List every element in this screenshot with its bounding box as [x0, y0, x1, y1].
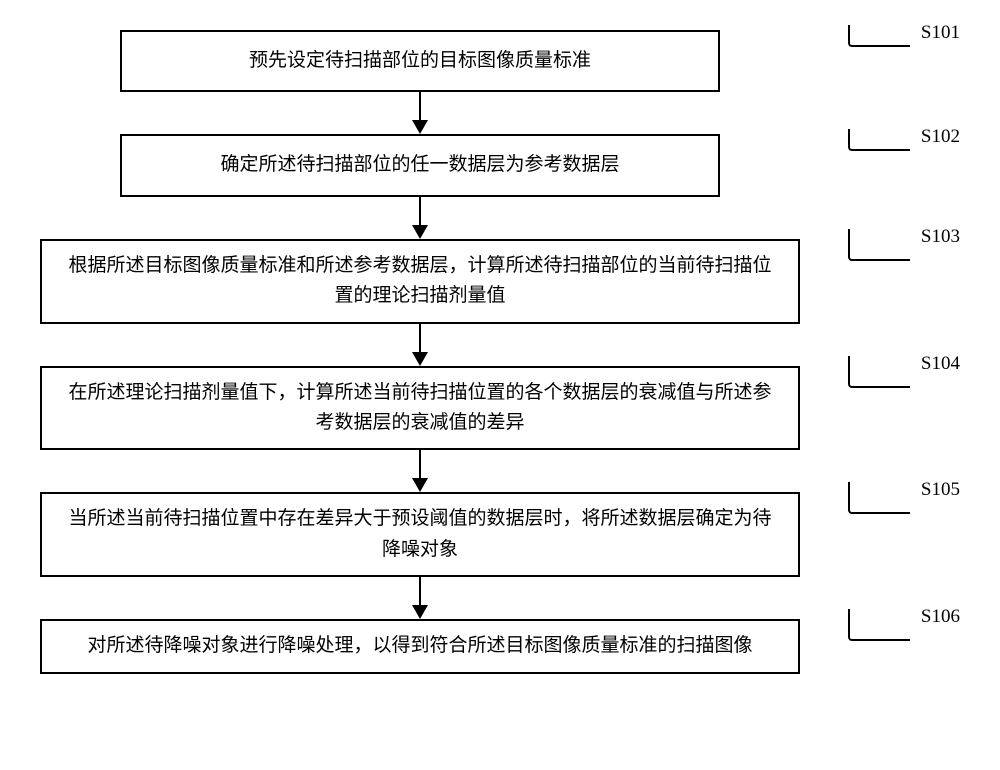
arrow-line-icon — [419, 197, 421, 227]
arrow-line-icon — [419, 92, 421, 122]
arrow-head-icon — [412, 225, 428, 239]
arrow-line-icon — [419, 577, 421, 607]
step-label: S101 — [921, 22, 960, 44]
arrow-head-icon — [412, 605, 428, 619]
step-label: S104 — [921, 353, 960, 375]
flowchart-step-box: 根据所述目标图像质量标准和所述参考数据层，计算所述待扫描部位的当前待扫描位置的理… — [40, 239, 800, 324]
arrow-head-icon — [412, 120, 428, 134]
step-label-connector — [848, 129, 910, 151]
flowchart-step-row: 当所述当前待扫描位置中存在差异大于预设阈值的数据层时，将所述数据层确定为待降噪对… — [40, 492, 960, 577]
flowchart-step-box: 确定所述待扫描部位的任一数据层为参考数据层 — [120, 134, 720, 196]
flowchart-step-box: 预先设定待扫描部位的目标图像质量标准 — [120, 30, 720, 92]
step-label-connector — [848, 482, 910, 514]
flowchart-arrow — [40, 324, 800, 366]
step-label: S105 — [921, 479, 960, 501]
flowchart-step-row: 根据所述目标图像质量标准和所述参考数据层，计算所述待扫描部位的当前待扫描位置的理… — [40, 239, 960, 324]
flowchart-container: 预先设定待扫描部位的目标图像质量标准S101 确定所述待扫描部位的任一数据层为参考… — [40, 30, 960, 674]
flowchart-step-row: 预先设定待扫描部位的目标图像质量标准S101 — [40, 30, 960, 92]
arrow-head-icon — [412, 352, 428, 366]
arrow-head-icon — [412, 478, 428, 492]
flowchart-step-row: 确定所述待扫描部位的任一数据层为参考数据层S102 — [40, 134, 960, 196]
flowchart-step-box: 当所述当前待扫描位置中存在差异大于预设阈值的数据层时，将所述数据层确定为待降噪对… — [40, 492, 800, 577]
step-label: S103 — [921, 226, 960, 248]
step-label: S102 — [921, 126, 960, 148]
arrow-line-icon — [419, 324, 421, 354]
step-label-connector — [848, 229, 910, 261]
flowchart-step-box: 对所述待降噪对象进行降噪处理，以得到符合所述目标图像质量标准的扫描图像 — [40, 619, 800, 673]
flowchart-arrow — [40, 450, 800, 492]
flowchart-arrow — [40, 577, 800, 619]
flowchart-arrow — [40, 197, 800, 239]
step-label-connector — [848, 25, 910, 47]
step-label-connector — [848, 356, 910, 388]
step-label: S106 — [921, 606, 960, 628]
flowchart-step-row: 在所述理论扫描剂量值下，计算所述当前待扫描位置的各个数据层的衰减值与所述参考数据… — [40, 366, 960, 451]
step-label-connector — [848, 609, 910, 641]
flowchart-step-box: 在所述理论扫描剂量值下，计算所述当前待扫描位置的各个数据层的衰减值与所述参考数据… — [40, 366, 800, 451]
arrow-line-icon — [419, 450, 421, 480]
flowchart-step-row: 对所述待降噪对象进行降噪处理，以得到符合所述目标图像质量标准的扫描图像S106 — [40, 619, 960, 673]
flowchart-arrow — [40, 92, 800, 134]
